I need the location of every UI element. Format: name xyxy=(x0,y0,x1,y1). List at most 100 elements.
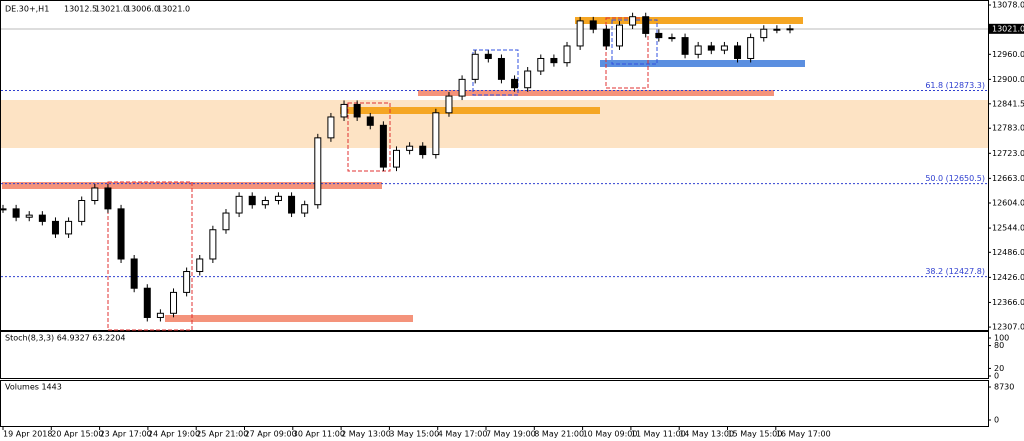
x-tick-label: 15 May 15:00 xyxy=(728,430,783,439)
y-tick-label: 12486.0 xyxy=(992,248,1024,257)
dash-box xyxy=(347,102,391,172)
candle-body xyxy=(760,28,768,39)
candle-body xyxy=(511,78,519,89)
y-tick-label: 12960.0 xyxy=(992,50,1024,59)
stoch-label: Stoch(8,3,3) 64.9327 63.2204 xyxy=(5,334,125,343)
y-tick-label: 8730 xyxy=(994,383,1014,392)
x-tick-label: 24 Apr 19:00 xyxy=(148,430,200,439)
candle-body xyxy=(143,287,151,318)
dash-box xyxy=(605,17,649,89)
x-tick-label: 11 May 11:00 xyxy=(631,430,686,439)
candle-body xyxy=(104,187,112,210)
y-tick-label: 12604.0 xyxy=(992,199,1024,208)
dash-box xyxy=(611,19,658,65)
candle-body xyxy=(261,200,269,206)
y-tick-label: 12723.0 xyxy=(992,149,1024,158)
candle-body xyxy=(12,208,20,218)
candle-body xyxy=(222,212,230,231)
candle-body xyxy=(734,45,742,59)
y-tick-label: 0 xyxy=(994,416,999,425)
candle-body xyxy=(327,116,335,139)
fib-label: 50.0 (12650.5) xyxy=(925,174,985,183)
candle-body xyxy=(537,57,545,72)
candle-body xyxy=(642,16,650,34)
candle-body xyxy=(681,37,689,55)
y-tick-label: 12900.0 xyxy=(992,75,1024,84)
candle-body xyxy=(156,312,164,318)
y-tick-label: 12841.5 xyxy=(992,99,1024,108)
x-tick-label: 23 Apr 17:00 xyxy=(100,430,152,439)
x-tick-label: 27 Apr 09:00 xyxy=(245,430,297,439)
candle-body xyxy=(379,124,387,168)
candle-body xyxy=(602,28,610,47)
zone-bar xyxy=(340,107,600,114)
ohlc-close: 13021.0 xyxy=(157,5,190,14)
y-tick-label: 12307.0 xyxy=(992,323,1024,332)
y-tick-label: 12426.0 xyxy=(992,273,1024,282)
x-tick-label: 25 Apr 21:00 xyxy=(196,430,248,439)
y-tick-label: 12783.0 xyxy=(992,124,1024,133)
last-price-box xyxy=(989,23,1024,34)
candle-body xyxy=(497,57,505,80)
volume-label: Volumes 1443 xyxy=(5,383,62,392)
fib-label: 38.2 (12427.8) xyxy=(925,267,985,276)
fib-label: 61.8 (12873.3) xyxy=(925,81,985,90)
zone-bar xyxy=(165,315,413,322)
candle-body xyxy=(25,214,33,218)
candle-body xyxy=(786,28,794,31)
candle-body xyxy=(366,116,374,126)
candle-body xyxy=(78,200,86,222)
y-tick-label: 12544.0 xyxy=(992,224,1024,233)
zone-bar xyxy=(418,90,774,96)
y-tick-label: 13078.0 xyxy=(992,1,1024,10)
candle-body xyxy=(340,103,348,118)
candle-body xyxy=(484,53,492,59)
candle-body xyxy=(615,24,623,47)
x-tick-label: 8 May 21:00 xyxy=(534,430,584,439)
stoch-pane xyxy=(0,331,989,379)
x-tick-label: 2 May 13:00 xyxy=(341,430,391,439)
candle-body xyxy=(550,57,558,64)
ohlc-open: 13012.5 xyxy=(64,5,97,14)
candle-body xyxy=(288,195,296,214)
last-price-label: 13021.0 xyxy=(992,24,1024,33)
x-tick-label: 19 Apr 2018 xyxy=(3,430,52,439)
candle-body xyxy=(668,37,676,40)
candle-body xyxy=(655,32,663,39)
candle-body xyxy=(353,103,361,118)
candle-body xyxy=(629,16,637,26)
y-tick-label: 0 xyxy=(994,372,999,381)
candle-body xyxy=(589,20,597,30)
ohlc-low: 13006.0 xyxy=(126,5,159,14)
candle-body xyxy=(471,53,479,80)
candle-body xyxy=(458,78,466,97)
y-tick-label: 12663.0 xyxy=(992,174,1024,183)
volume-pane xyxy=(0,380,989,427)
candle-body xyxy=(406,145,414,151)
candle-body xyxy=(170,291,178,314)
candle-body xyxy=(576,20,584,47)
x-tick-label: 10 May 09:00 xyxy=(583,430,638,439)
ohlc-high: 13021.0 xyxy=(95,5,128,14)
x-tick-label: 16 May 17:00 xyxy=(776,430,831,439)
candle-body xyxy=(432,112,440,156)
candle-body xyxy=(248,195,256,206)
candle-body xyxy=(419,145,427,156)
candle-body xyxy=(524,70,532,89)
candle-body xyxy=(65,220,73,235)
y-tick-label: 100 xyxy=(994,334,1009,343)
price-pane xyxy=(0,0,989,331)
candle-body xyxy=(314,137,322,206)
y-tick-label: 20 xyxy=(994,364,1004,373)
symbol: DE.30+,H1 xyxy=(5,5,49,14)
dash-box xyxy=(107,181,193,331)
x-tick-label: 20 Apr 15:00 xyxy=(51,430,103,439)
candle-body xyxy=(117,208,125,260)
x-tick-label: 30 Apr 11:00 xyxy=(293,430,345,439)
y-tick-label: 12366.0 xyxy=(992,298,1024,307)
candle-body xyxy=(51,220,59,235)
x-tick-label: 4 May 17:00 xyxy=(438,430,488,439)
x-tick-label: 14 May 13:00 xyxy=(679,430,734,439)
zone-bar xyxy=(600,60,805,67)
candle-body xyxy=(694,45,702,55)
